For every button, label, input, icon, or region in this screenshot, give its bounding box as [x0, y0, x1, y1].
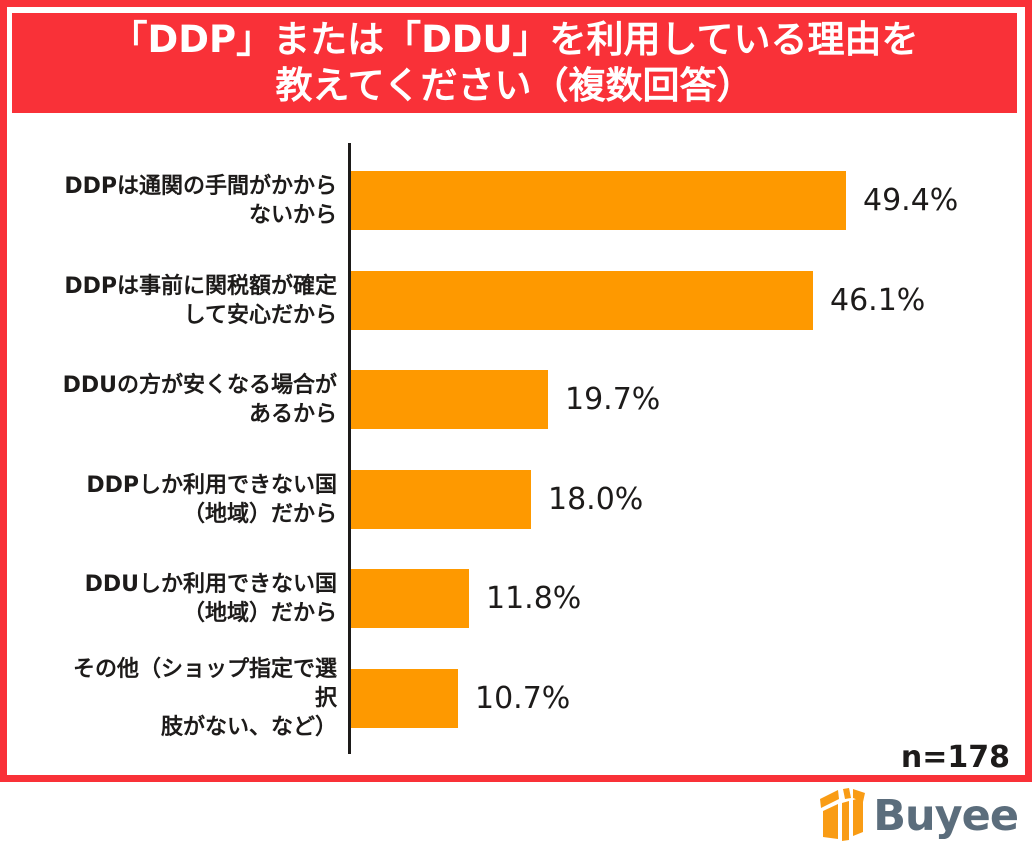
value-label: 49.4% [863, 183, 959, 218]
value-label: 10.7% [475, 681, 571, 716]
value-label: 11.8% [486, 581, 582, 616]
category-label-line: DDUの方が安くなる場合が [62, 372, 337, 398]
category-label: DDPは通関の手間がかからないから [56, 168, 337, 233]
category-label-line: して安心だから [183, 302, 337, 328]
bar [351, 470, 531, 529]
category-label-line: DDPは通関の手間がかから [64, 173, 337, 199]
category-label: その他（ショップ指定で選択肢がない、など） [56, 657, 337, 740]
bar-chart: DDPは通関の手間がかからないから 49.4% DDPは事前に関税額が確定して安心だ… [56, 143, 959, 754]
value-label: 46.1% [830, 283, 926, 318]
bar [351, 669, 458, 728]
title-banner: 「DDP」または「DDU」を利用している理由を 教えてください（複数回答） [12, 13, 1017, 113]
category-label: DDUの方が安くなる場合があるから [56, 367, 337, 432]
gift-box-icon [820, 788, 866, 841]
y-axis-line [348, 143, 351, 754]
category-label-line: （地域）だから [182, 600, 337, 626]
bar [351, 171, 846, 230]
bar [351, 370, 548, 429]
value-label: 18.0% [548, 482, 644, 517]
chart-title-line2: 教えてください（複数回答） [275, 64, 754, 107]
category-label-line: DDUしか利用できない国 [84, 571, 337, 597]
category-label-line: その他（ショップ指定で選択 [72, 657, 337, 711]
chart-title-line1: 「DDP」または「DDU」を利用している理由を [110, 18, 919, 61]
bar [351, 271, 813, 330]
bar [351, 569, 469, 628]
category-label-line: DDPしか利用できない国 [86, 472, 337, 498]
sample-size: n=178 [900, 740, 1010, 775]
category-label-line: （地域）だから [182, 501, 337, 527]
category-label: DDPしか利用できない国 （地域）だから [56, 467, 337, 532]
category-label-line: DDPは事前に関税額が確定 [64, 273, 337, 299]
category-label-line: ないから [248, 202, 337, 228]
category-label: DDUしか利用できない国 （地域）だから [56, 566, 337, 631]
category-label: DDPは事前に関税額が確定して安心だから [56, 268, 337, 333]
category-label-line: あるから [248, 401, 337, 427]
category-label-line: 肢がない、など） [160, 715, 337, 740]
buyee-wordmark: Buyee [873, 791, 1019, 841]
value-label: 19.7% [565, 382, 661, 417]
buyee-logo: Buyee [818, 786, 1019, 842]
